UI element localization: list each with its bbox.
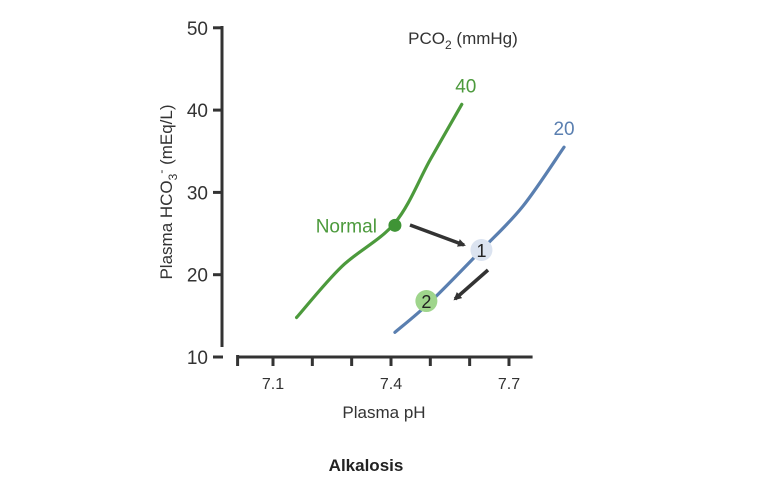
series-label-pco2-20: 20 [553,119,574,140]
legend-title: PCO2 (mmHg) [408,29,518,52]
series-group: 40 20 [294,76,575,334]
point-label-normal: Normal [316,216,377,237]
y-axis-label: Plasma HCO3- (mEq/L) [154,104,180,279]
point-label-1: 1 [476,241,486,261]
point-label-2: 2 [421,292,431,312]
y-tick-label: 30 [187,183,208,204]
point-normal [388,218,402,232]
arrow-1-to-2 [453,268,490,301]
axes: 10 20 30 40 50 7.1 7.4 7.7 [187,19,533,393]
point-1 [470,239,493,262]
chart-title: Alkalosis [329,456,404,475]
x-axis-label: Plasma pH [342,403,425,422]
marks-group: Normal 1 2 [316,216,493,313]
x-tick-label: 7.4 [380,376,402,393]
y-tick-label: 50 [187,19,208,40]
arrow-normal-to-1 [409,223,466,247]
y-tick-label: 40 [187,101,208,122]
y-tick-label: 10 [187,348,208,369]
x-tick-label: 7.7 [498,376,520,393]
series-line-pco2-40 [294,102,464,320]
point-2 [415,290,438,313]
y-tick-label: 20 [187,266,208,287]
x-tick-label: 7.1 [262,376,284,393]
series-label-pco2-40: 40 [455,76,476,97]
